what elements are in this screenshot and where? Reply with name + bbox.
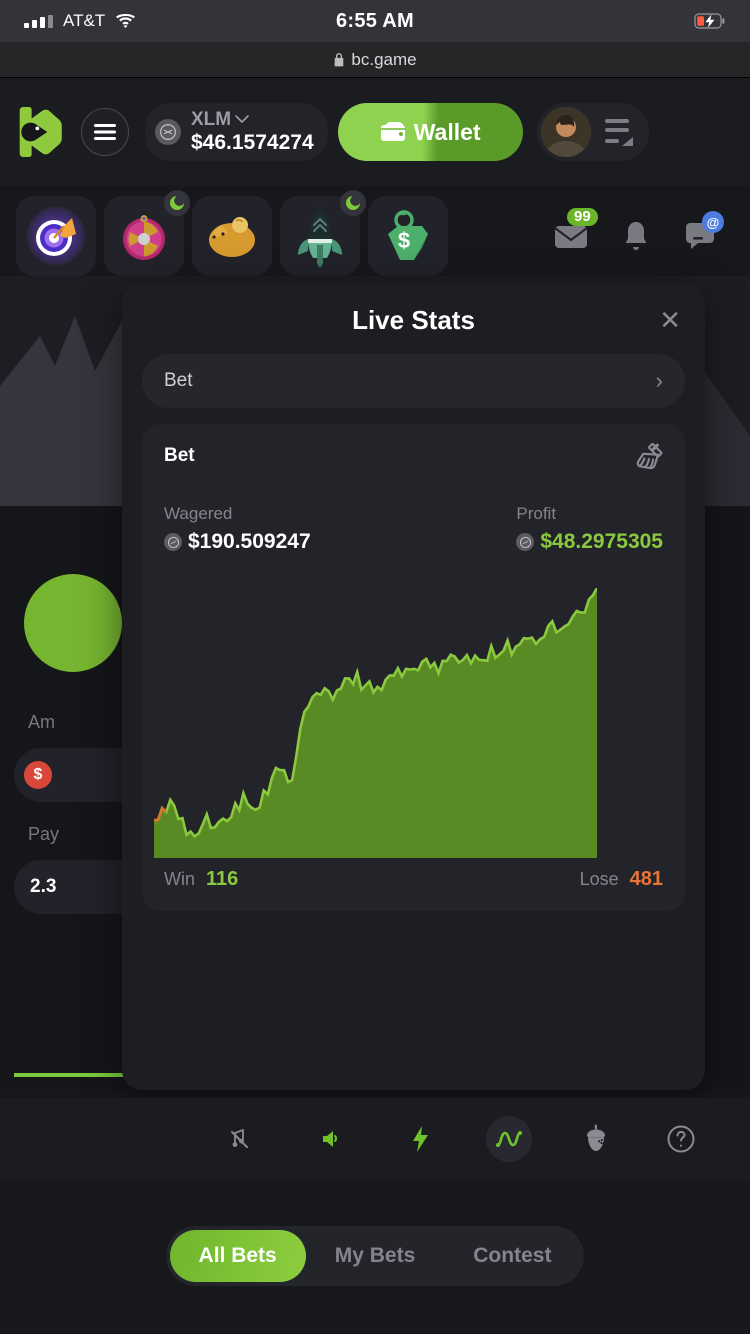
svg-text:$: $	[398, 228, 410, 253]
